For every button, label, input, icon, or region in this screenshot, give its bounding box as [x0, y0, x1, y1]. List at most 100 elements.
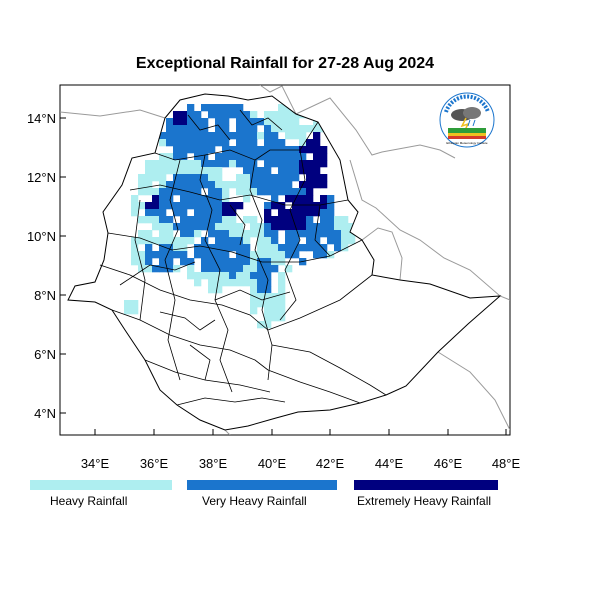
rainfall-cell-heavy	[278, 118, 286, 126]
lon-label: 44°E	[375, 456, 404, 471]
rainfall-cell-very-heavy	[194, 188, 202, 196]
rainfall-cell-heavy	[138, 258, 146, 266]
rainfall-cell-very-heavy	[194, 209, 202, 217]
rainfall-cell-heavy	[278, 272, 286, 280]
rainfall-cell-very-heavy	[292, 237, 300, 245]
rainfall-cell-very-heavy	[201, 223, 209, 231]
rainfall-cell-very-heavy	[236, 132, 244, 140]
rainfall-cell-heavy	[187, 160, 195, 168]
rainfall-cell-very-heavy	[194, 223, 202, 231]
rainfall-cell-heavy	[159, 153, 167, 161]
rainfall-cell-heavy	[173, 160, 181, 168]
rainfall-cell-heavy	[250, 265, 258, 273]
rainfall-cell-extremely-heavy	[299, 167, 307, 175]
rainfall-cell-very-heavy	[194, 251, 202, 259]
rainfall-cell-very-heavy	[173, 202, 181, 210]
lat-label: 8°N	[34, 288, 56, 303]
rainfall-cell-very-heavy	[299, 230, 307, 238]
rainfall-cell-very-heavy	[243, 244, 251, 252]
rainfall-cell-heavy	[243, 216, 251, 224]
rainfall-cell-very-heavy	[257, 167, 265, 175]
rainfall-cell-very-heavy	[208, 230, 216, 238]
rainfall-cell-heavy	[313, 125, 321, 133]
rainfall-cell-very-heavy	[313, 237, 321, 245]
rainfall-cell-heavy	[159, 174, 167, 182]
rainfall-cell-very-heavy	[194, 244, 202, 252]
rainfall-cell-very-heavy	[250, 181, 258, 189]
rainfall-cell-very-heavy	[201, 139, 209, 147]
rainfall-cell-heavy	[250, 300, 258, 308]
rainfall-cell-heavy	[145, 188, 153, 196]
rainfall-cell-heavy	[264, 251, 272, 259]
rainfall-cell-extremely-heavy	[152, 202, 160, 210]
rainfall-cell-heavy	[236, 230, 244, 238]
rainfall-cell-very-heavy	[278, 139, 286, 147]
rainfall-cell-very-heavy	[208, 223, 216, 231]
rainfall-cell-very-heavy	[208, 202, 216, 210]
rainfall-cell-heavy	[229, 230, 237, 238]
rainfall-cell-very-heavy	[201, 195, 209, 203]
rainfall-cell-extremely-heavy	[306, 167, 314, 175]
rainfall-cell-heavy	[131, 237, 139, 245]
rainfall-cell-heavy	[145, 160, 153, 168]
rainfall-cell-very-heavy	[222, 265, 230, 273]
rainfall-cell-heavy	[271, 244, 279, 252]
rainfall-cell-very-heavy	[236, 104, 244, 112]
rainfall-cell-heavy	[201, 167, 209, 175]
rainfall-cell-very-heavy	[306, 223, 314, 231]
rainfall-cell-very-heavy	[264, 153, 272, 161]
rainfall-cell-heavy	[243, 174, 251, 182]
rainfall-cell-very-heavy	[166, 195, 174, 203]
rainfall-cell-extremely-heavy	[313, 139, 321, 147]
rainfall-cell-very-heavy	[264, 125, 272, 133]
longitude-labels: 34°E 36°E 38°E 40°E 42°E 44°E 46°E 48°E	[81, 456, 521, 471]
rainfall-cell-very-heavy	[313, 251, 321, 259]
rainfall-cell-extremely-heavy	[180, 111, 188, 119]
rainfall-cell-very-heavy	[201, 202, 209, 210]
rainfall-cell-very-heavy	[215, 237, 223, 245]
rainfall-cell-very-heavy	[264, 132, 272, 140]
rainfall-cell-heavy	[159, 181, 167, 189]
legend-swatch-very-heavy	[187, 480, 337, 490]
rainfall-cell-very-heavy	[187, 111, 195, 119]
rainfall-cell-very-heavy	[264, 286, 272, 294]
rainfall-cell-very-heavy	[180, 230, 188, 238]
rainfall-cell-heavy	[236, 188, 244, 196]
rainfall-cell-heavy	[124, 300, 132, 308]
lon-label: 46°E	[434, 456, 463, 471]
rainfall-cell-very-heavy	[201, 209, 209, 217]
rainfall-cell-heavy	[131, 202, 139, 210]
rainfall-cell-extremely-heavy	[306, 195, 314, 203]
rainfall-cell-heavy	[236, 272, 244, 280]
rainfall-cell-very-heavy	[173, 251, 181, 259]
lon-label: 38°E	[199, 456, 228, 471]
rainfall-cell-very-heavy	[271, 174, 279, 182]
rainfall-cell-very-heavy	[320, 251, 328, 259]
rainfall-cell-heavy	[194, 279, 202, 287]
rainfall-cell-very-heavy	[313, 244, 321, 252]
rainfall-cell-very-heavy	[278, 153, 286, 161]
rainfall-cell-very-heavy	[278, 188, 286, 196]
rainfall-cell-extremely-heavy	[299, 209, 307, 217]
rainfall-cell-very-heavy	[215, 258, 223, 266]
rainfall-cell-heavy	[187, 237, 195, 245]
rainfall-cell-very-heavy	[152, 251, 160, 259]
rainfall-cell-very-heavy	[236, 111, 244, 119]
rainfall-cell-very-heavy	[194, 111, 202, 119]
rainfall-cell-heavy	[138, 237, 146, 245]
rainfall-cell-very-heavy	[208, 188, 216, 196]
rainfall-cell-very-heavy	[222, 153, 230, 161]
rainfall-cell-very-heavy	[187, 104, 195, 112]
rainfall-cell-heavy	[257, 230, 265, 238]
rainfall-cell-very-heavy	[166, 216, 174, 224]
rainfall-cell-heavy	[201, 272, 209, 280]
rainfall-cell-heavy	[138, 251, 146, 259]
rainfall-cell-heavy	[208, 279, 216, 287]
rainfall-cell-extremely-heavy	[320, 174, 328, 182]
rainfall-cell-very-heavy	[236, 237, 244, 245]
rainfall-cell-very-heavy	[292, 188, 300, 196]
rainfall-cell-extremely-heavy	[145, 202, 153, 210]
rainfall-cell-heavy	[166, 237, 174, 245]
rainfall-cell-very-heavy	[194, 174, 202, 182]
lon-label: 42°E	[316, 456, 345, 471]
